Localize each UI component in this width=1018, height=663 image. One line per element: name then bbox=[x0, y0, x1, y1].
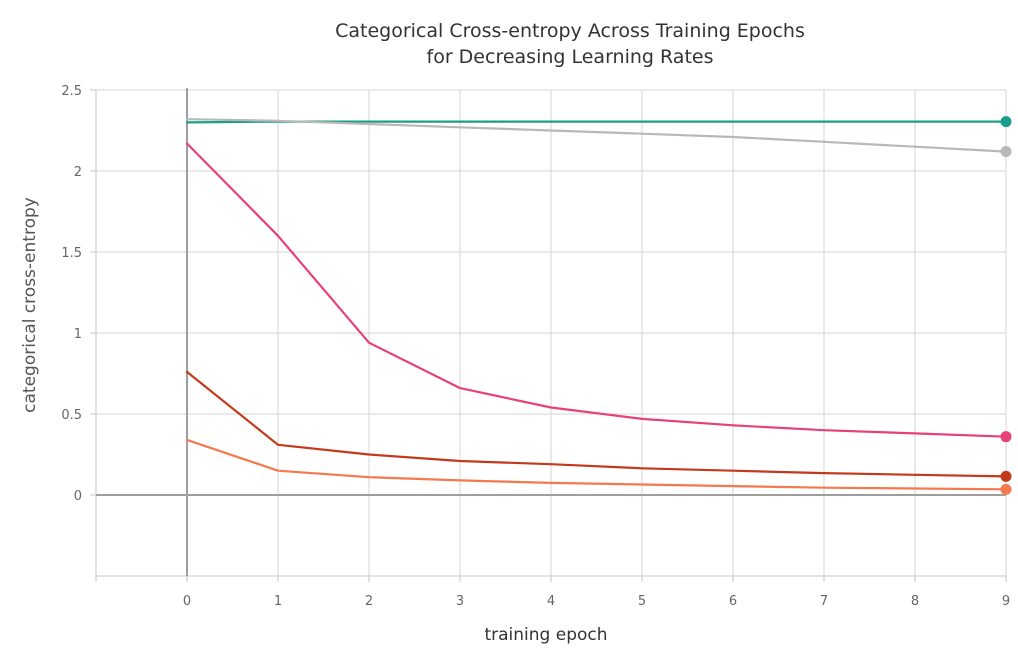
chart-title: Categorical Cross-entropy Across Trainin… bbox=[0, 18, 1018, 70]
series-end-marker-4 bbox=[1000, 470, 1012, 482]
series-line-3 bbox=[185, 142, 1008, 438]
series-line-5 bbox=[185, 438, 1008, 491]
y-axis-label: categorical cross-entropy bbox=[20, 197, 40, 413]
y-tick-label: 1.5 bbox=[61, 246, 82, 261]
series-end-marker-3 bbox=[1000, 431, 1012, 443]
x-axis-label: training epoch bbox=[484, 625, 608, 645]
y-tick-label: 1 bbox=[74, 327, 82, 342]
chart-title-line-1: Categorical Cross-entropy Across Trainin… bbox=[335, 20, 805, 42]
chart-title-line-2: for Decreasing Learning Rates bbox=[426, 46, 714, 68]
series-line-4 bbox=[185, 370, 1008, 478]
series-line-2 bbox=[185, 118, 1008, 153]
x-tick-label: 7 bbox=[820, 594, 828, 609]
axes bbox=[90, 88, 1007, 582]
y-tick-label: 2.5 bbox=[61, 84, 82, 99]
x-tick-label: 4 bbox=[547, 594, 555, 609]
y-tick-label: 0.5 bbox=[61, 408, 82, 423]
x-tick-label: 6 bbox=[729, 594, 737, 609]
x-tick-label: 5 bbox=[638, 594, 646, 609]
x-tick-label: 8 bbox=[911, 594, 919, 609]
tick-labels: 0 1 2 3 4 5 6 7 8 9 0 0.5 1 1.5 2 2.5 bbox=[61, 84, 1010, 609]
x-tick-label: 0 bbox=[183, 594, 191, 609]
x-tick-label: 3 bbox=[456, 594, 464, 609]
x-tick-label: 9 bbox=[1002, 594, 1010, 609]
series-lines bbox=[185, 118, 1008, 491]
x-tick-label: 1 bbox=[274, 594, 282, 609]
y-tick-label: 2 bbox=[74, 165, 82, 180]
y-tick-label: 0 bbox=[74, 489, 82, 504]
series-end-marker-1 bbox=[1000, 116, 1012, 128]
series-end-markers bbox=[1000, 116, 1012, 495]
x-tick-label: 2 bbox=[365, 594, 373, 609]
grid-lines bbox=[96, 89, 1007, 576]
series-end-marker-5 bbox=[1000, 483, 1012, 495]
series-end-marker-2 bbox=[1000, 146, 1012, 158]
